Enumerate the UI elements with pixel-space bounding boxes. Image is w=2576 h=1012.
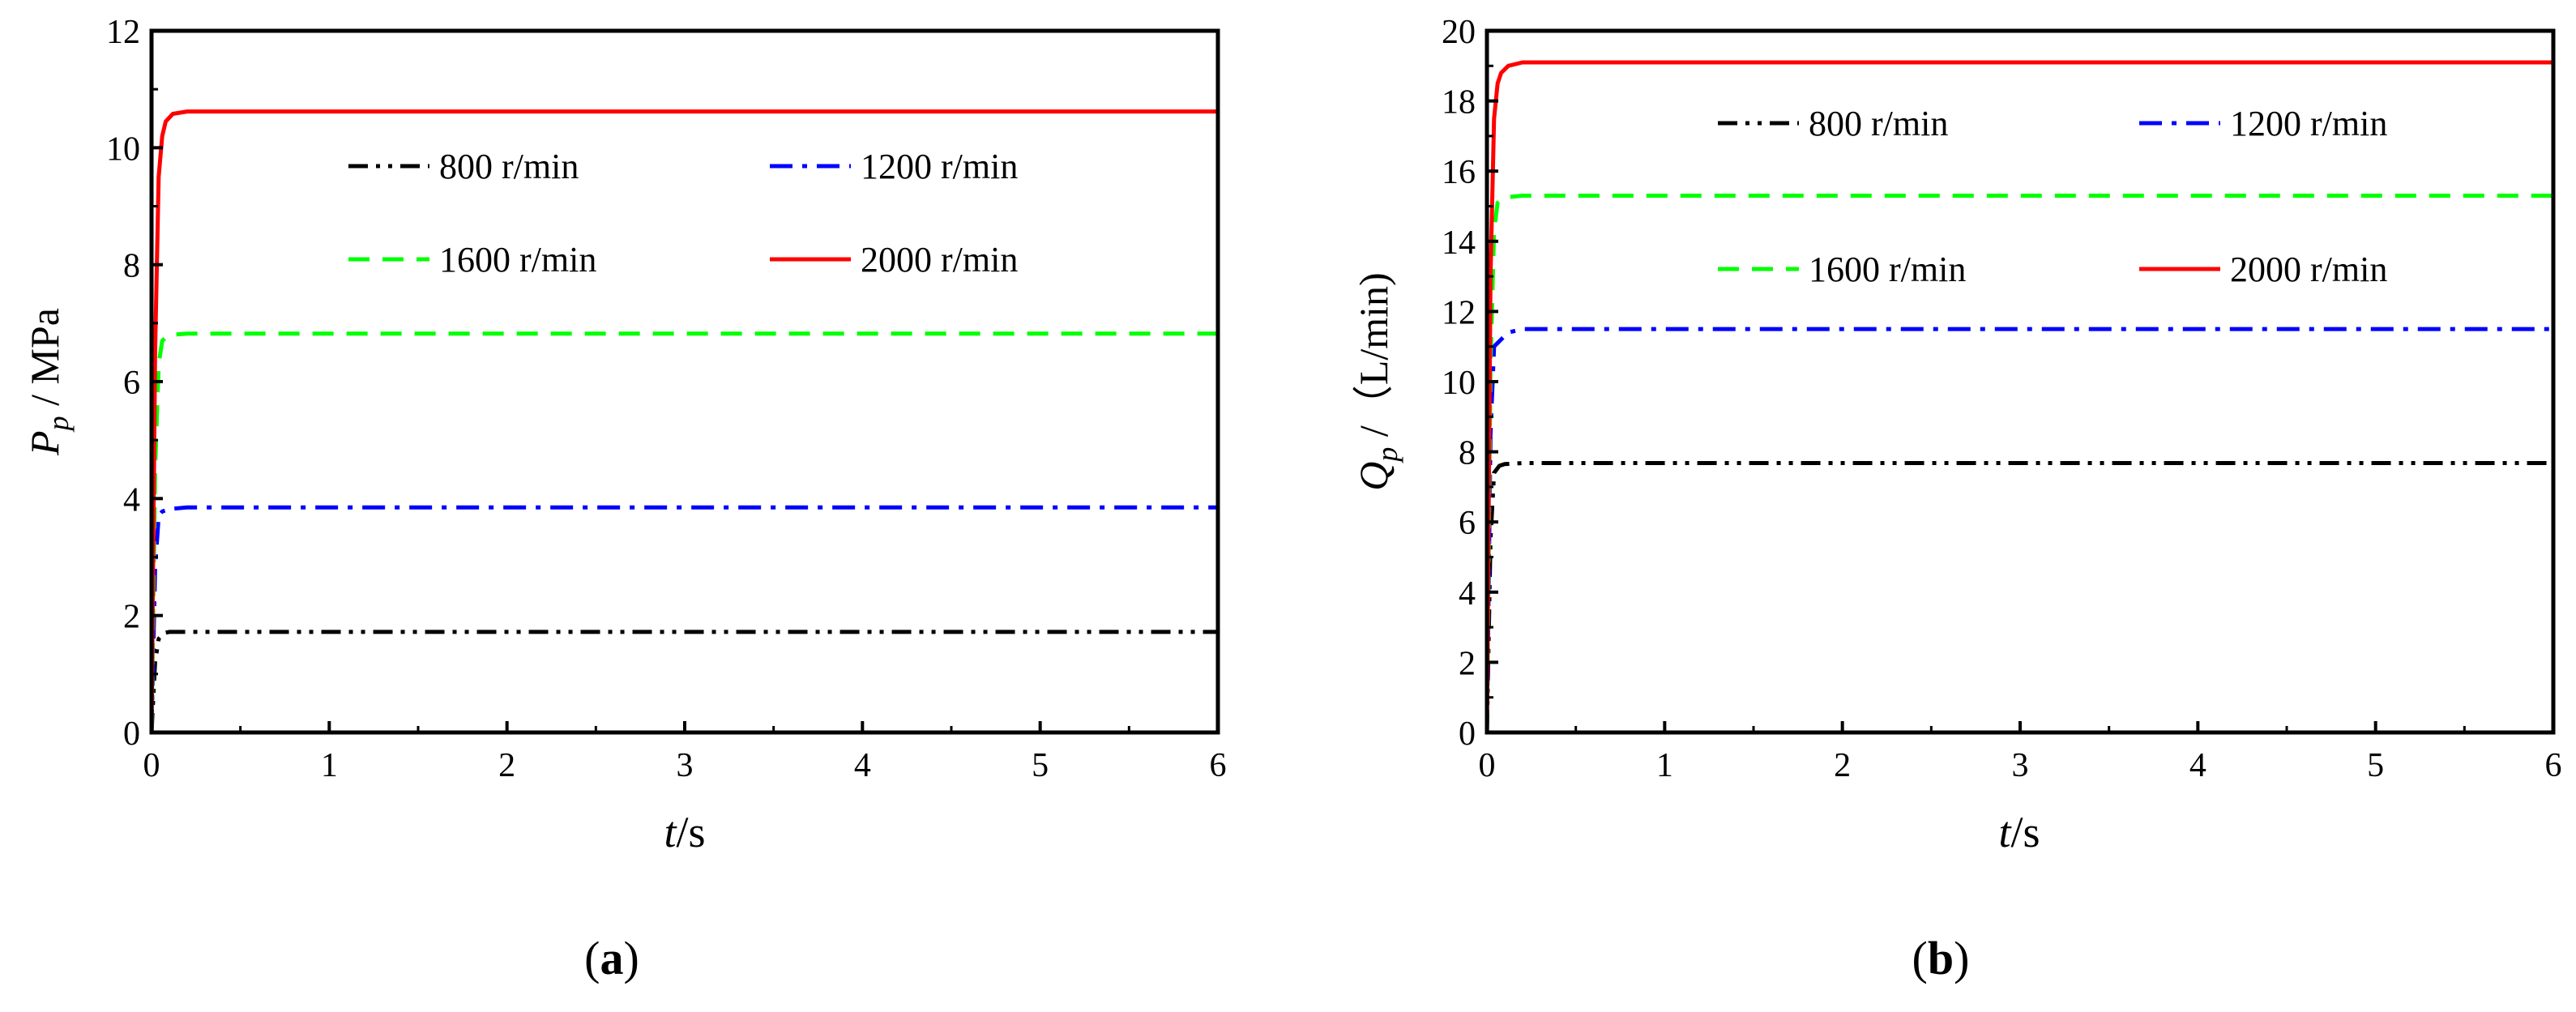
y-tick-label: 2: [123, 599, 140, 636]
x-axis-label: t/s: [1998, 808, 2040, 856]
x-tick-label: 2: [1834, 747, 1851, 784]
x-axis-label: t/s: [664, 808, 705, 856]
series-line-1600-r-min: [149, 331, 1218, 733]
x-tick-label: 2: [498, 747, 515, 784]
series-line-800-r-min: [1485, 461, 2553, 733]
x-tick-label: 4: [2189, 747, 2206, 784]
plot-frame: [149, 28, 1220, 735]
y-tick-label: 14: [1442, 224, 1476, 262]
y-tick-label: 8: [123, 248, 140, 285]
panel-label-a: (a): [584, 932, 639, 984]
series-layer: [1485, 60, 2553, 733]
y-tick-label: 12: [1442, 294, 1476, 331]
y-tick-label: 20: [1442, 14, 1476, 51]
x-tick-label: 6: [2545, 747, 2562, 784]
y-tick-label: 0: [1459, 715, 1476, 753]
series-line-2000-r-min: [1485, 60, 2553, 733]
legend-label: 1200 r/min: [2230, 104, 2387, 143]
y-tick-label: 6: [123, 365, 140, 402]
y-tick-label: 4: [1459, 575, 1476, 613]
y-tick-label: 2: [1459, 645, 1476, 682]
legend-label: 1600 r/min: [439, 240, 596, 280]
y-tick-label: 8: [1459, 435, 1476, 472]
x-tick-label: 1: [1656, 747, 1673, 784]
x-tick-label: 4: [854, 747, 871, 784]
y-axis-label: Pp / MPa: [22, 308, 75, 456]
panel-label-b: (b): [1912, 932, 1970, 984]
y-tick-label: 12: [106, 14, 140, 51]
plot-frame: [1485, 28, 2556, 735]
legend-label: 1600 r/min: [1809, 250, 1966, 289]
legend-label: 1200 r/min: [861, 147, 1018, 186]
series-line-1200-r-min: [149, 505, 1218, 733]
y-tick-label: 6: [1459, 505, 1476, 542]
series-line-800-r-min: [149, 630, 1218, 733]
legend-label: 2000 r/min: [2230, 250, 2387, 289]
legend: 800 r/min 1200 r/min 1600 r/min 2000 r/min: [1718, 104, 2387, 289]
legend-label: 2000 r/min: [861, 240, 1018, 280]
x-tick-label: 3: [2012, 747, 2029, 784]
series-line-1200-r-min: [1485, 327, 2553, 733]
x-tick-label: 1: [321, 747, 338, 784]
x-tick-label: 0: [1479, 747, 1496, 784]
x-tick-label: 0: [143, 747, 160, 784]
y-tick-label: 18: [1442, 84, 1476, 122]
x-tick-label: 3: [677, 747, 694, 784]
x-tick-label: 6: [1210, 747, 1227, 784]
y-tick-label: 10: [1442, 365, 1476, 402]
legend-label: 800 r/min: [1809, 104, 1948, 143]
x-tick-label: 5: [2367, 747, 2384, 784]
series-layer: [149, 109, 1218, 733]
legend-label: 800 r/min: [439, 147, 579, 186]
y-tick-label: 4: [123, 481, 140, 519]
series-line-1600-r-min: [1485, 194, 2553, 733]
y-tick-label: 10: [106, 130, 140, 168]
x-tick-label: 5: [1032, 747, 1049, 784]
y-axis-label: Qp /（L/min): [1351, 272, 1403, 490]
legend: 800 r/min 1200 r/min 1600 r/min 2000 r/min: [348, 147, 1018, 280]
y-tick-label: 0: [123, 715, 140, 753]
series-line-2000-r-min: [149, 109, 1218, 733]
y-tick-label: 16: [1442, 154, 1476, 191]
